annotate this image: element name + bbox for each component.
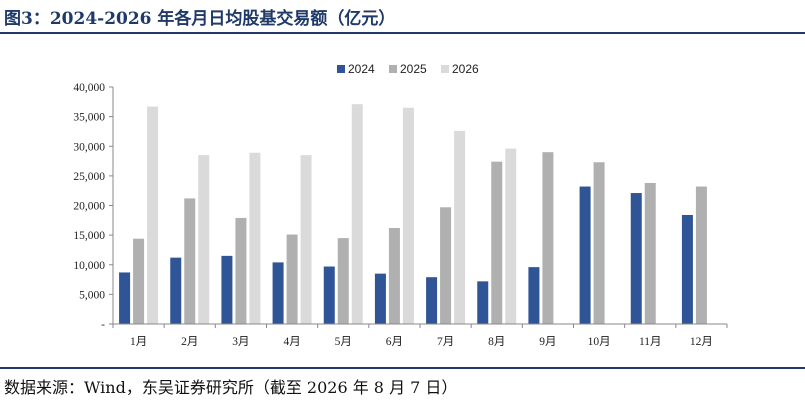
y-tick-label: - — [101, 319, 105, 331]
legend-label-2024: 2024 — [348, 62, 375, 76]
bar-2024-5月 — [323, 266, 335, 324]
bar-2025-3月 — [235, 217, 247, 324]
bars — [119, 104, 707, 325]
y-tick-label: 30,000 — [73, 141, 105, 153]
legend-swatch-2025 — [389, 65, 397, 73]
x-tick-label: 2月 — [181, 336, 198, 348]
y-tick-label: 15,000 — [73, 230, 105, 242]
x-tick-label: 6月 — [386, 336, 403, 348]
bar-2024-8月 — [477, 281, 489, 324]
bar-2025-2月 — [184, 198, 196, 324]
bar-2025-5月 — [337, 238, 349, 324]
bar-2024-3月 — [221, 255, 233, 324]
bar-2026-8月 — [505, 148, 517, 324]
bar-2024-10月 — [579, 186, 591, 324]
bar-2025-12月 — [695, 186, 707, 324]
y-tick-label: 20,000 — [73, 201, 105, 213]
bar-2025-6月 — [388, 228, 400, 324]
y-axis: - 5,000 10,000 15,000 20,000 25,000 30,000 35,0… — [73, 82, 114, 331]
x-tick-label: 4月 — [283, 336, 300, 348]
x-axis: 1月 2月 3月 4月 5月 6月 7月 8月 9月 10月 11月 12月 — [112, 323, 728, 348]
bar-2024-12月 — [681, 214, 693, 324]
bar-2026-5月 — [351, 104, 363, 325]
x-tick-label: 12月 — [690, 336, 713, 348]
y-tick-label: 35,000 — [73, 112, 105, 124]
legend-label-2026: 2026 — [452, 62, 479, 76]
bar-2026-6月 — [402, 107, 414, 324]
x-tick-label: 7月 — [437, 336, 454, 348]
bar-2025-11月 — [644, 182, 656, 324]
bar-2025-9月 — [542, 152, 554, 324]
legend-swatch-2026 — [441, 65, 449, 73]
bar-2025-1月 — [133, 238, 145, 324]
x-tick-label: 8月 — [488, 336, 505, 348]
bar-2025-8月 — [491, 161, 503, 324]
bar-2026-7月 — [454, 130, 466, 324]
x-tick-label: 5月 — [335, 336, 352, 348]
bar-2024-2月 — [170, 257, 182, 324]
bar-2026-1月 — [147, 106, 159, 325]
bar-2024-11月 — [630, 193, 642, 324]
bar-2025-10月 — [593, 162, 605, 324]
bar-2025-7月 — [440, 207, 452, 324]
figure-title: 图3：2024-2026 年各月日均股基交易额（亿元） — [4, 9, 396, 29]
bar-2024-9月 — [528, 267, 540, 324]
source-note: 数据来源：Wind，东吴证券研究所（截至 2026 年 8 月 7 日） — [4, 378, 458, 397]
source-rule — [0, 367, 805, 369]
legend-swatch-2024 — [337, 65, 345, 73]
bar-2026-3月 — [249, 152, 261, 324]
bar-2024-1月 — [119, 272, 131, 324]
x-tick-label: 3月 — [232, 336, 249, 348]
x-tick-label: 11月 — [639, 336, 662, 348]
title-rule — [0, 32, 805, 34]
bar-2026-4月 — [300, 155, 312, 324]
bar-2024-4月 — [272, 262, 284, 324]
bar-2024-6月 — [374, 273, 386, 324]
bar-2026-2月 — [198, 155, 210, 324]
y-tick-label: 5,000 — [79, 289, 105, 301]
x-tick-label: 9月 — [539, 336, 556, 348]
x-tick-label: 1月 — [130, 336, 147, 348]
bar-chart: 2024 2025 2026 - 5,000 10,000 15,000 20,000 25,… — [73, 62, 728, 348]
y-tick-label: 25,000 — [73, 171, 105, 183]
bar-2024-7月 — [426, 277, 438, 324]
legend: 2024 2025 2026 — [337, 62, 479, 76]
y-tick-label: 40,000 — [73, 82, 105, 94]
y-tick-label: 10,000 — [73, 260, 105, 272]
bar-2025-4月 — [286, 234, 298, 324]
legend-label-2025: 2025 — [400, 62, 427, 76]
x-tick-label: 10月 — [588, 336, 611, 348]
